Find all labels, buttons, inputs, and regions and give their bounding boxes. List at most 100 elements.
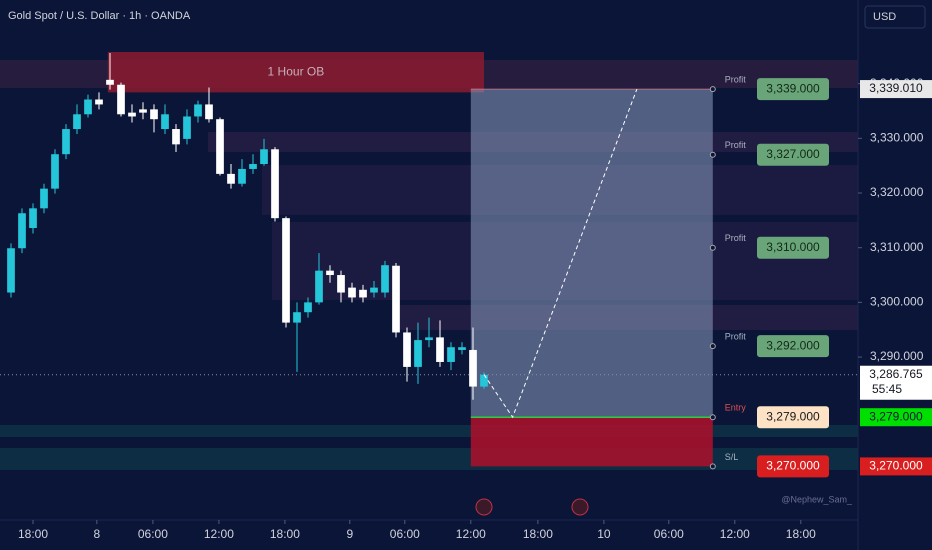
symbol-title: Gold Spot / U.S. Dollar · 1h · OANDA	[8, 10, 191, 22]
candle-body	[469, 349, 477, 387]
price-tag	[860, 80, 932, 99]
candle-body	[150, 109, 158, 120]
projection-path	[483, 88, 638, 419]
candle-body	[337, 275, 345, 293]
candle-body	[293, 312, 301, 323]
x-tick-label: 12:00	[456, 527, 486, 541]
candle-body	[238, 168, 246, 184]
candle-body	[51, 154, 59, 189]
x-tick-label: 18:00	[270, 527, 300, 541]
entry-label: 3,279.000	[766, 409, 820, 423]
candle-body	[95, 99, 103, 105]
candle-body	[172, 129, 180, 145]
last-price-label: 3,286.765	[869, 367, 923, 381]
x-tick-label: 10	[597, 527, 611, 541]
candle-body	[359, 289, 367, 298]
candle-body	[447, 347, 455, 362]
x-tick-label: 06:00	[654, 527, 684, 541]
candle-body	[183, 116, 191, 139]
candle-body	[7, 248, 15, 293]
price-tag-label: 3,279.000	[869, 409, 923, 423]
watermark: @Nephew_Sam_	[781, 494, 853, 504]
target-box	[757, 335, 829, 358]
currency[interactable]: USD	[873, 11, 896, 23]
candle-body	[458, 347, 466, 350]
candle-body	[128, 112, 136, 117]
y-tick-label: 3,330.000	[870, 131, 924, 145]
target-box	[757, 78, 829, 101]
target-label: 3,327.000	[766, 147, 820, 161]
stop-title: S/L	[725, 452, 739, 462]
x-tick-label: 12:00	[720, 527, 750, 541]
candle-body	[348, 287, 356, 298]
candle-body	[436, 337, 444, 362]
candle-body	[205, 104, 213, 120]
candle-body	[249, 164, 257, 169]
target-title: Profit	[725, 331, 747, 341]
x-tick-label: 18:00	[523, 527, 553, 541]
target-title: Profit	[725, 75, 747, 85]
currency-button[interactable]	[864, 5, 926, 29]
candle-body	[392, 265, 400, 333]
x-tick-label: 06:00	[390, 527, 420, 541]
order-block-label: 1 Hour OB	[268, 64, 325, 78]
candle-body	[161, 114, 169, 130]
event-icon[interactable]	[571, 498, 589, 516]
candle-body	[62, 129, 70, 155]
stop-label: 3,270.000	[766, 459, 820, 473]
target-marker	[709, 343, 716, 350]
countdown: 55:45	[872, 382, 902, 396]
candle-body	[117, 84, 125, 115]
entry-box	[757, 406, 829, 429]
target-marker	[709, 151, 716, 158]
y-tick-label: 3,290.000	[870, 349, 924, 363]
candle-body	[84, 99, 92, 115]
candle-body	[216, 119, 224, 174]
target-box	[757, 143, 829, 166]
candle-body	[403, 332, 411, 367]
target-label: 3,310.000	[766, 240, 820, 254]
candle-body	[260, 149, 268, 165]
target-marker	[709, 244, 716, 251]
candle-body	[315, 270, 323, 303]
x-tick-label: 18:00	[786, 527, 816, 541]
candle-body	[29, 208, 37, 229]
stop-zone	[470, 417, 713, 467]
y-tick-label: 3,320.000	[870, 185, 924, 199]
order-block	[107, 51, 485, 93]
candle-body	[425, 337, 433, 341]
x-tick-label: 18:00	[18, 527, 48, 541]
target-label: 3,292.000	[766, 338, 820, 352]
candle-body	[304, 302, 312, 313]
candle-body	[73, 114, 81, 130]
target-label: 3,339.000	[766, 81, 820, 95]
x-tick-label: 9	[346, 527, 353, 541]
target-title: Profit	[725, 140, 747, 150]
candle-body	[370, 287, 378, 293]
candle-body	[40, 188, 48, 209]
x-tick-label: 12:00	[204, 527, 234, 541]
price-tag-label: 3,270.000	[869, 459, 923, 473]
candle-body	[18, 213, 26, 249]
price-tag	[860, 408, 932, 427]
target-marker	[709, 86, 716, 93]
event-icon[interactable]	[475, 498, 493, 516]
candle-body	[480, 374, 488, 387]
entry-marker	[709, 414, 716, 421]
candle-body	[326, 270, 334, 276]
target-box	[757, 236, 829, 259]
candle-body	[227, 173, 235, 184]
target-title: Profit	[725, 233, 747, 243]
x-tick-label: 8	[93, 527, 100, 541]
stop-marker	[709, 463, 716, 470]
candle-body	[282, 218, 290, 323]
candle-body	[271, 149, 279, 219]
candle-body	[139, 109, 147, 113]
y-tick-label: 3,300.000	[870, 295, 924, 309]
candle-body	[194, 104, 202, 117]
y-tick-label: 3,310.000	[870, 240, 924, 254]
price-tag-label: 3,339.010	[869, 81, 923, 95]
candle-body	[106, 79, 114, 85]
x-tick-label: 06:00	[138, 527, 168, 541]
